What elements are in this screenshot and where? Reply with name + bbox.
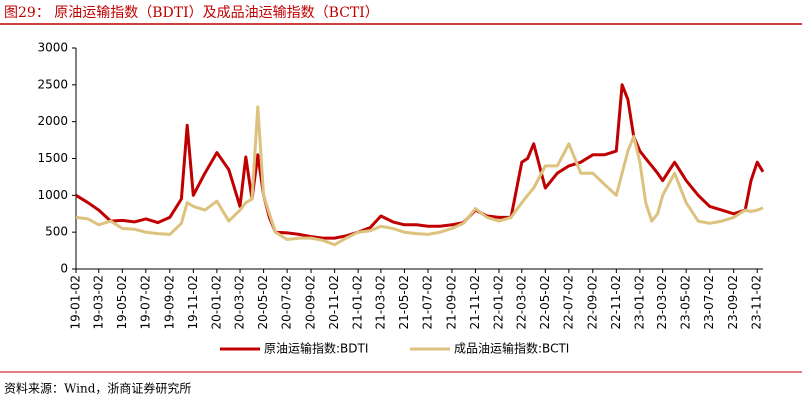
x-tick-label: 19-09-02 <box>162 275 176 329</box>
y-tick-label: 500 <box>45 225 68 239</box>
x-tick-label: 23-11-02 <box>750 275 764 329</box>
x-tick-label: 23-01-02 <box>632 275 646 329</box>
x-tick-label: 23-09-02 <box>726 275 740 329</box>
x-tick-label: 21-01-02 <box>351 275 365 329</box>
x-tick-label: 22-05-02 <box>538 275 552 329</box>
y-tick-label: 3000 <box>37 41 68 55</box>
x-tick-label: 22-09-02 <box>585 275 599 329</box>
x-tick-label: 23-07-02 <box>702 275 716 329</box>
source-note: 资料来源：Wind，浙商证券研究所 <box>4 381 191 396</box>
x-tick-label: 21-11-02 <box>468 275 482 329</box>
y-tick-label: 2000 <box>37 114 68 128</box>
x-tick-label: 19-07-02 <box>138 275 152 329</box>
legend-label: 原油运输指数:BDTI <box>264 341 368 356</box>
x-tick-label: 19-03-02 <box>91 275 105 329</box>
x-tick-label: 20-01-02 <box>209 275 223 329</box>
y-tick-label: 1500 <box>37 151 68 165</box>
x-tick-label: 21-09-02 <box>444 275 458 329</box>
series-line <box>75 105 764 247</box>
chart-title: 图29： 原油运输指数（BDTI）及成品油运输指数（BCTI） <box>4 5 379 21</box>
y-tick-label: 1000 <box>37 188 68 202</box>
x-tick-label: 21-03-02 <box>373 275 387 329</box>
series-line <box>75 83 765 240</box>
x-tick-label: 23-05-02 <box>679 275 693 329</box>
y-tick-label: 0 <box>60 262 68 276</box>
x-tick-label: 22-11-02 <box>609 275 623 329</box>
x-tick-label: 20-07-02 <box>280 275 294 329</box>
x-tick-label: 20-09-02 <box>304 275 318 329</box>
x-tick-label: 22-01-02 <box>492 275 506 329</box>
x-tick-label: 20-03-02 <box>233 275 247 329</box>
x-tick-label: 20-11-02 <box>327 275 341 329</box>
y-tick-label: 2500 <box>37 77 68 91</box>
x-tick-label: 22-03-02 <box>514 275 528 329</box>
x-tick-label: 19-05-02 <box>115 275 129 329</box>
x-tick-label: 23-03-02 <box>655 275 669 329</box>
legend-label: 成品油运输指数:BCTI <box>454 341 569 356</box>
x-tick-label: 19-01-02 <box>69 275 83 329</box>
x-tick-label: 21-07-02 <box>420 275 434 329</box>
x-tick-label: 22-07-02 <box>561 275 575 329</box>
x-tick-label: 21-05-02 <box>397 275 411 329</box>
x-tick-label: 20-05-02 <box>256 275 270 329</box>
x-tick-label: 19-11-02 <box>186 275 200 329</box>
